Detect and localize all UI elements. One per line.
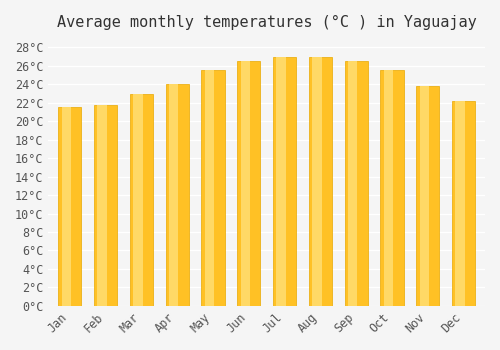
Bar	[94, 105, 118, 306]
Bar	[166, 84, 189, 306]
Bar	[134, 93, 142, 306]
Bar	[202, 70, 224, 306]
Bar	[312, 57, 322, 306]
Bar	[308, 57, 332, 306]
Bar	[452, 101, 475, 306]
Bar	[380, 70, 404, 306]
Bar	[237, 61, 260, 306]
Bar	[420, 86, 429, 306]
Bar	[240, 61, 250, 306]
Bar	[384, 70, 393, 306]
Bar	[62, 107, 71, 306]
Title: Average monthly temperatures (°C ) in Yaguajay: Average monthly temperatures (°C ) in Ya…	[57, 15, 476, 30]
Bar	[276, 57, 285, 306]
Bar	[130, 93, 153, 306]
Bar	[344, 61, 368, 306]
Bar	[416, 86, 440, 306]
Bar	[98, 105, 107, 306]
Bar	[205, 70, 214, 306]
Bar	[169, 84, 178, 306]
Bar	[273, 57, 296, 306]
Bar	[58, 107, 82, 306]
Bar	[348, 61, 358, 306]
Bar	[456, 101, 464, 306]
